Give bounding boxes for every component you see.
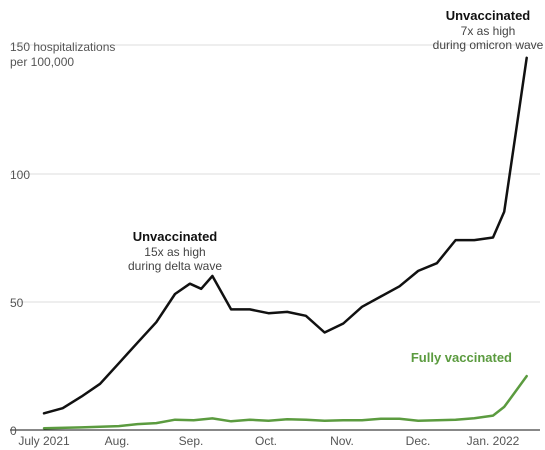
annotation-omicron-line-2: during omicron wave <box>433 38 544 52</box>
y-tick-label-0: 0 <box>10 424 17 438</box>
annotation-delta-line-1: 15x as high <box>144 245 205 259</box>
x-tick-label-aug: Aug. <box>105 434 130 448</box>
x-tick-label-dec: Dec. <box>406 434 431 448</box>
annotation-delta-title: Unvaccinated <box>133 229 218 244</box>
x-tick-label-oct: Oct. <box>255 434 277 448</box>
x-tick-label-jul: July 2021 <box>18 434 70 448</box>
annotation-delta: Unvaccinated 15x as high during delta wa… <box>128 229 222 273</box>
y-gridlines <box>10 44 540 431</box>
x-tick-label-nov: Nov. <box>330 434 354 448</box>
y-tick-label-100: 100 <box>10 168 30 182</box>
series-line-fully-vaccinated <box>42 374 528 430</box>
series-line-unvaccinated <box>42 56 528 415</box>
x-tick-label-sep: Sep. <box>179 434 204 448</box>
y-axis-title-line-2: per 100,000 <box>10 55 74 69</box>
annotation-vaccinated-title: Fully vaccinated <box>411 350 512 365</box>
y-axis-title: 150 hospitalizations per 100,000 <box>10 40 115 69</box>
annotation-vaccinated: Fully vaccinated <box>411 350 512 365</box>
y-tick-labels: 100 50 0 <box>10 168 30 438</box>
annotation-omicron-line-1: 7x as high <box>461 24 516 38</box>
x-tick-labels: July 2021 Aug. Sep. Oct. Nov. Dec. Jan. … <box>18 434 519 448</box>
y-tick-label-50: 50 <box>10 296 24 310</box>
annotation-delta-line-2: during delta wave <box>128 259 222 273</box>
series-lines <box>42 56 528 430</box>
annotation-omicron-title: Unvaccinated <box>446 8 531 23</box>
annotation-omicron: Unvaccinated 7x as high during omicron w… <box>433 8 544 52</box>
x-tick-label-jan: Jan. 2022 <box>467 434 520 448</box>
y-axis-title-line-1: 150 hospitalizations <box>10 40 115 54</box>
